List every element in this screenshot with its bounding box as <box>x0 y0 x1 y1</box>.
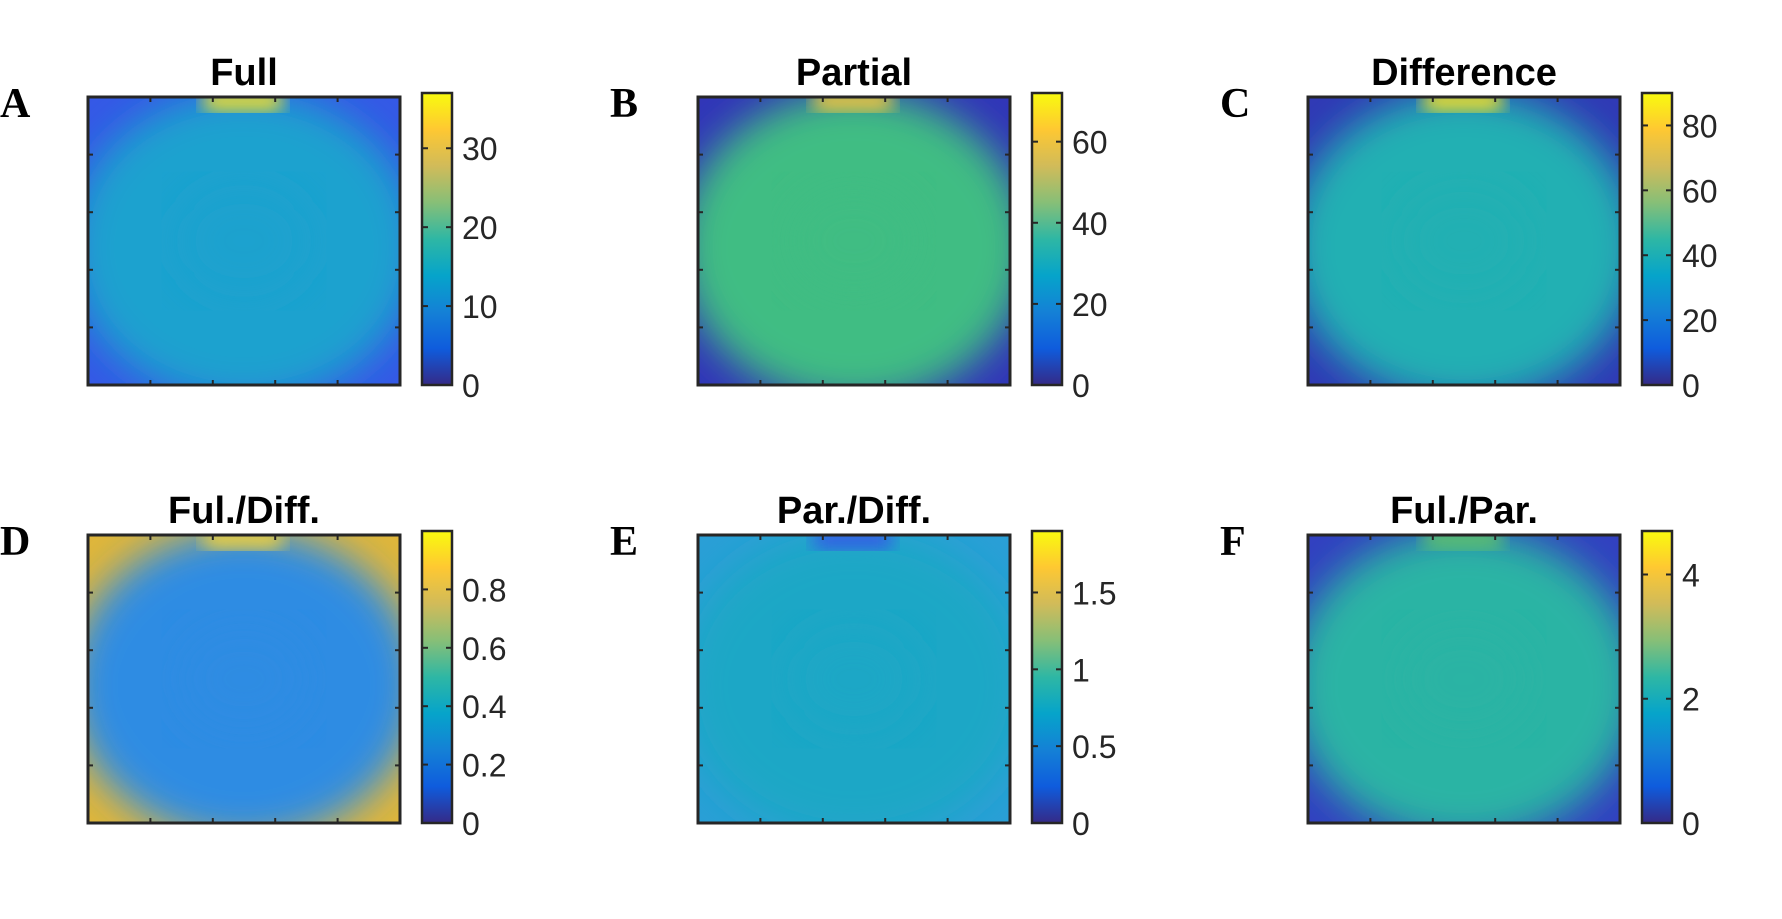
heatmap-center <box>175 183 313 299</box>
colorbar-tick-label: 20 <box>462 210 498 246</box>
heatmap <box>88 535 400 823</box>
colorbar: 0 20 40 60 80 <box>1640 91 1718 404</box>
axes-frame <box>1306 95 1622 387</box>
heatmap-center <box>785 621 923 737</box>
colorbar-tick-label: 0 <box>1682 368 1700 404</box>
colorbar-tick-label: 0.6 <box>462 631 506 667</box>
heatmap-hotspot <box>204 535 282 549</box>
colorbar-tick-label: 1.5 <box>1072 575 1116 611</box>
axes-box <box>1306 95 1622 387</box>
heatmap-center <box>1395 183 1533 299</box>
panel-title: Ful./Par. <box>1390 490 1538 532</box>
panel-title: Ful./Diff. <box>168 490 320 532</box>
panel-a: A Full 0 10 20 30 <box>0 52 498 404</box>
colorbar-gradient <box>1030 529 1064 825</box>
colorbar-tick-label: 60 <box>1072 125 1108 161</box>
colorbar-tick-label: 0 <box>1072 368 1090 404</box>
axes-frame <box>696 95 1012 387</box>
colorbar-tick-label: 0.2 <box>462 748 506 784</box>
heatmap <box>88 97 400 385</box>
colorbar-gradient <box>420 91 454 387</box>
colorbar-tick-label: 60 <box>1682 173 1718 209</box>
axes-box <box>86 533 402 825</box>
colorbar-tick-label: 20 <box>1072 287 1108 323</box>
axes-box <box>1306 533 1622 825</box>
heatmap-hotspot <box>1424 535 1502 549</box>
colorbar-tick-label: 0.8 <box>462 572 506 608</box>
axes-frame <box>86 95 402 387</box>
colorbar-gradient <box>420 529 454 825</box>
axes-frame <box>696 533 1012 825</box>
heatmap <box>698 97 1010 385</box>
panel-e: E Par./Diff. 0 0.5 1 1.5 <box>610 490 1116 842</box>
axes-box <box>696 95 1012 387</box>
heatmap <box>1308 97 1620 385</box>
colorbar-tick-label: 20 <box>1682 303 1718 339</box>
colorbar-tick-label: 1 <box>1072 652 1090 688</box>
colorbar-tick-label: 0.5 <box>1072 729 1116 765</box>
heatmap-hotspot <box>1424 97 1502 111</box>
colorbar-tick-label: 40 <box>1682 238 1718 274</box>
colorbar: 0 0.2 0.4 0.6 0.8 <box>420 529 506 842</box>
colorbar-tick-label: 2 <box>1682 682 1700 718</box>
colorbar-tick-label: 10 <box>462 289 498 325</box>
axes-frame <box>1306 533 1622 825</box>
panel-b: B Partial 0 20 40 60 <box>610 52 1108 404</box>
panel-d: D Ful./Diff. 0 0.2 0.4 0.6 0.8 <box>0 490 506 842</box>
heatmap-center <box>1395 621 1533 737</box>
colorbar-gradient <box>1030 91 1064 387</box>
heatmap-hotspot <box>814 535 892 549</box>
axes-frame <box>86 533 402 825</box>
panel-label: F <box>1220 519 1246 565</box>
panel-c: C Difference 0 20 40 60 80 <box>1220 52 1718 404</box>
axes-box <box>696 533 1012 825</box>
heatmap <box>1308 535 1620 823</box>
colorbar-gradient <box>1640 529 1674 825</box>
panel-f: F Ful./Par. 0 2 4 <box>1220 490 1700 842</box>
heatmap-center <box>175 621 313 737</box>
colorbar: 0 2 4 <box>1640 529 1700 842</box>
colorbar-tick-label: 30 <box>462 131 498 167</box>
colorbar-tick-label: 80 <box>1682 108 1718 144</box>
panel-title: Difference <box>1371 52 1557 94</box>
colorbar-tick-label: 40 <box>1072 206 1108 242</box>
colorbar-tick-label: 0.4 <box>462 689 506 725</box>
panel-label: A <box>0 81 31 127</box>
colorbar-tick-label: 0 <box>1682 806 1700 842</box>
colorbar: 0 10 20 30 <box>420 91 498 404</box>
colorbar-tick-label: 0 <box>462 368 480 404</box>
panel-title: Full <box>210 52 278 94</box>
panel-title: Partial <box>796 52 912 94</box>
heatmap <box>698 535 1010 823</box>
panel-label: E <box>610 519 638 565</box>
panel-label: D <box>0 519 30 565</box>
panel-label: B <box>610 81 638 127</box>
panel-title: Par./Diff. <box>777 490 931 532</box>
colorbar: 0 20 40 60 <box>1030 91 1108 404</box>
colorbar-tick-label: 0 <box>462 806 480 842</box>
axes-box <box>86 95 402 387</box>
heatmap-hotspot <box>814 97 892 111</box>
panel-label: C <box>1220 81 1250 127</box>
colorbar-tick-label: 0 <box>1072 806 1090 842</box>
colorbar-tick-label: 4 <box>1682 557 1700 593</box>
heatmap-hotspot <box>204 97 282 111</box>
colorbar: 0 0.5 1 1.5 <box>1030 529 1116 842</box>
heatmap-center <box>785 183 923 299</box>
colorbar-gradient <box>1640 91 1674 387</box>
